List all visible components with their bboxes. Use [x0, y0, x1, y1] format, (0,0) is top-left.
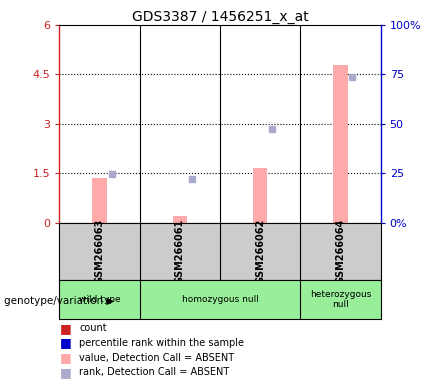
Text: percentile rank within the sample: percentile rank within the sample: [79, 338, 244, 348]
Bar: [253, 168, 268, 223]
Text: GSM266062: GSM266062: [255, 219, 265, 284]
Text: ■: ■: [59, 322, 71, 335]
Text: GSM266064: GSM266064: [335, 219, 345, 284]
Text: count: count: [79, 323, 107, 333]
Bar: [92, 178, 107, 223]
Text: genotype/variation ▶: genotype/variation ▶: [4, 296, 115, 306]
Text: homozygous null: homozygous null: [182, 295, 258, 304]
Text: GDS3387 / 1456251_x_at: GDS3387 / 1456251_x_at: [132, 10, 308, 24]
Text: ■: ■: [59, 351, 71, 364]
Text: wild type: wild type: [79, 295, 121, 304]
Bar: [333, 65, 348, 223]
Text: ■: ■: [59, 366, 71, 379]
Bar: [172, 216, 187, 223]
Text: value, Detection Call = ABSENT: value, Detection Call = ABSENT: [79, 353, 235, 362]
Text: heterozygous
null: heterozygous null: [310, 290, 371, 309]
Text: ■: ■: [59, 336, 71, 349]
Text: rank, Detection Call = ABSENT: rank, Detection Call = ABSENT: [79, 367, 229, 377]
Text: GSM266063: GSM266063: [95, 219, 105, 284]
Text: GSM266061: GSM266061: [175, 219, 185, 284]
